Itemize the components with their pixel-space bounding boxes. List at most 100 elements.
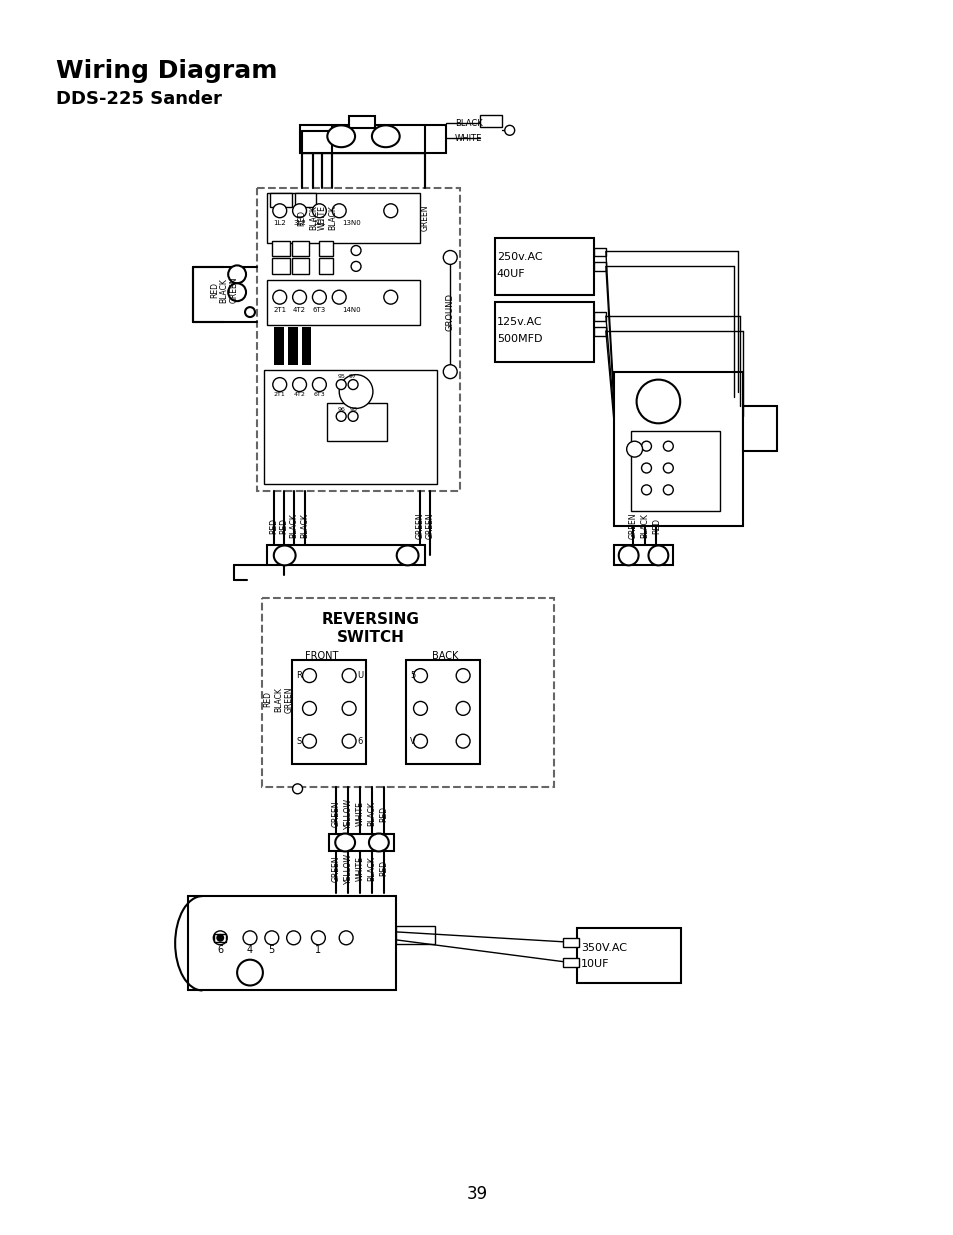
Text: GREEN: GREEN <box>420 205 430 231</box>
Circle shape <box>313 290 326 304</box>
Circle shape <box>414 668 427 683</box>
Ellipse shape <box>274 546 295 566</box>
Circle shape <box>339 374 373 409</box>
Circle shape <box>332 290 346 304</box>
Text: RED: RED <box>263 692 272 708</box>
Text: 97: 97 <box>349 374 356 379</box>
Bar <box>562 957 578 967</box>
Text: 40UF: 40UF <box>497 269 525 279</box>
Text: 250v.AC: 250v.AC <box>497 252 542 263</box>
Bar <box>594 247 605 257</box>
Text: RED: RED <box>210 283 218 298</box>
Text: V: V <box>410 736 416 746</box>
Circle shape <box>456 701 470 715</box>
Bar <box>292 258 309 274</box>
Text: 6: 6 <box>217 945 223 955</box>
Bar <box>256 188 459 490</box>
Bar <box>327 404 386 441</box>
Circle shape <box>348 411 357 421</box>
Bar <box>594 327 605 336</box>
Circle shape <box>662 485 673 495</box>
Bar <box>495 237 594 295</box>
Text: SWITCH: SWITCH <box>336 630 404 646</box>
Text: RED: RED <box>279 517 288 534</box>
Text: GREEN: GREEN <box>284 687 293 713</box>
Bar <box>562 937 578 947</box>
Text: 3L2: 3L2 <box>293 220 306 226</box>
Bar <box>292 659 366 764</box>
Bar <box>294 193 316 206</box>
Text: BLACK: BLACK <box>309 205 317 230</box>
Circle shape <box>273 378 287 391</box>
Text: BLACK: BLACK <box>299 514 309 538</box>
Text: U: U <box>356 671 363 680</box>
Text: S: S <box>296 736 301 746</box>
Circle shape <box>313 378 326 391</box>
Text: 5: 5 <box>269 945 274 955</box>
Bar <box>188 897 395 990</box>
Circle shape <box>228 266 246 283</box>
Circle shape <box>626 441 642 457</box>
Circle shape <box>351 246 360 256</box>
Bar <box>495 303 594 362</box>
Circle shape <box>383 290 397 304</box>
Text: 6T3: 6T3 <box>314 391 325 396</box>
Text: GREEN: GREEN <box>416 513 424 538</box>
Circle shape <box>342 668 355 683</box>
Text: 95: 95 <box>337 374 345 379</box>
Text: 2T1: 2T1 <box>273 308 286 314</box>
Circle shape <box>287 931 300 945</box>
Text: 5L1: 5L1 <box>313 220 325 226</box>
Bar <box>267 546 425 566</box>
Circle shape <box>302 734 316 748</box>
Text: R: R <box>295 671 301 680</box>
Circle shape <box>228 283 246 301</box>
Text: GREEN: GREEN <box>230 277 238 304</box>
Ellipse shape <box>335 834 355 851</box>
Ellipse shape <box>327 125 355 147</box>
Circle shape <box>414 701 427 715</box>
Text: BLACK: BLACK <box>367 856 376 881</box>
Circle shape <box>293 290 306 304</box>
Text: BLACK: BLACK <box>219 278 229 303</box>
Circle shape <box>216 934 224 942</box>
Circle shape <box>273 290 287 304</box>
Text: 10UF: 10UF <box>580 958 609 968</box>
Circle shape <box>342 701 355 715</box>
Bar <box>267 280 420 325</box>
Circle shape <box>348 379 357 389</box>
Circle shape <box>342 734 355 748</box>
Text: 13N0: 13N0 <box>341 220 360 226</box>
Text: 96: 96 <box>337 406 345 412</box>
Circle shape <box>335 411 346 421</box>
Circle shape <box>504 125 514 136</box>
Ellipse shape <box>648 546 668 566</box>
Circle shape <box>640 441 651 451</box>
Bar <box>214 934 226 942</box>
Text: FRONT: FRONT <box>304 651 337 661</box>
Bar <box>319 258 333 274</box>
Bar <box>288 327 297 364</box>
Text: BLACK: BLACK <box>328 205 336 230</box>
Text: GREEN: GREEN <box>425 513 435 538</box>
Bar <box>594 312 605 321</box>
Circle shape <box>456 668 470 683</box>
Bar <box>594 262 605 272</box>
Text: BLACK: BLACK <box>455 119 482 128</box>
Bar <box>395 926 435 944</box>
Bar <box>405 659 479 764</box>
Text: 4: 4 <box>247 945 253 955</box>
Circle shape <box>311 931 325 945</box>
Circle shape <box>662 463 673 473</box>
Text: 4T2: 4T2 <box>294 391 305 396</box>
Bar <box>274 327 283 364</box>
Circle shape <box>662 441 673 451</box>
Text: WHITE: WHITE <box>455 133 482 143</box>
Text: WHITE: WHITE <box>355 802 364 826</box>
Bar <box>613 372 741 526</box>
Circle shape <box>293 784 302 794</box>
Text: BACK: BACK <box>432 651 458 661</box>
Text: 1: 1 <box>315 945 321 955</box>
Bar <box>270 193 292 206</box>
Bar <box>319 241 333 257</box>
